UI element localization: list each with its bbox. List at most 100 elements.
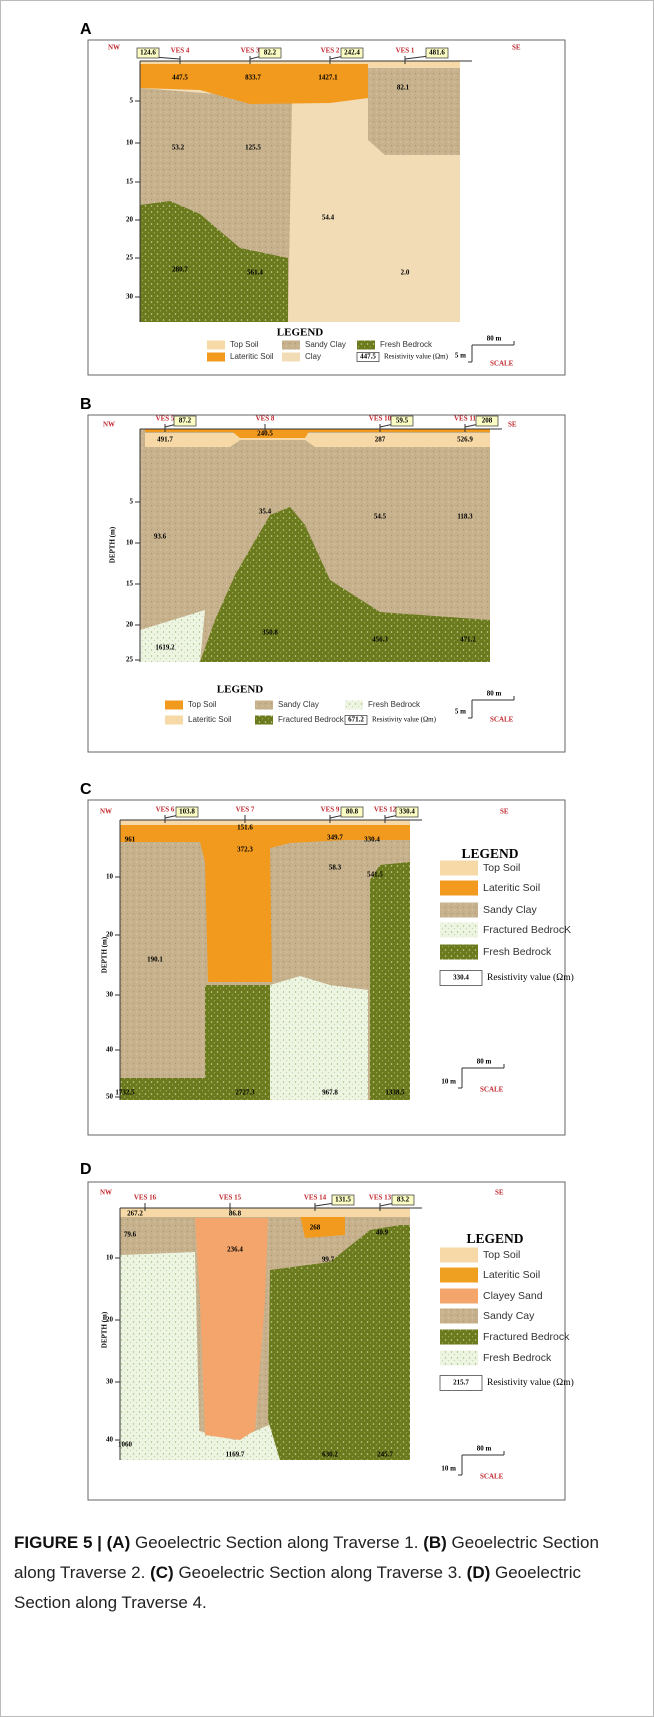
legend-label: Clay [305, 352, 321, 361]
legend-label: Sandy Cay [483, 1310, 535, 1322]
resistivity-value: 82.1 [397, 84, 410, 92]
depth-tick-label: 10 [106, 873, 114, 881]
legend-swatch [207, 341, 225, 350]
layer [120, 820, 410, 825]
resistivity-value: 2.0 [401, 269, 410, 277]
caption-label: FIGURE 5 | [14, 1533, 102, 1552]
legend-swatch [440, 923, 478, 938]
scale-label: SCALE [480, 1086, 504, 1094]
resistivity-value: 236.4 [227, 1246, 243, 1254]
resistivity-value: 1732.5 [115, 1089, 135, 1097]
legend-swatch [440, 1351, 478, 1366]
resistivity-value: 118.3 [457, 513, 473, 521]
ves-name: VES 8 [256, 415, 275, 423]
legend-swatch [255, 701, 273, 710]
legend-swatch [282, 353, 300, 362]
scale-depth: 5 m [455, 352, 466, 360]
reading-value: 242.4 [344, 49, 360, 57]
reading-value: 330.4 [399, 808, 415, 816]
legend-key-sample: 671.2 [348, 716, 364, 724]
reading-pointer [405, 56, 429, 59]
legend-swatch [440, 903, 478, 918]
ves-name: VES 15 [219, 1194, 242, 1202]
layer [120, 1252, 200, 1460]
figure: ANWSE51015202530VES 4124.6VES 382.2VES 2… [0, 0, 654, 1717]
legend-label: Fractured Bedrock [483, 1331, 570, 1343]
direction: NW [100, 1189, 112, 1197]
ves-name: VES 16 [134, 1194, 157, 1202]
scale-depth: 5 m [455, 708, 466, 716]
legend-key-text: Resistivity value (Ωm) [487, 972, 574, 983]
depth-tick-label: 30 [106, 991, 114, 999]
ves-name: VES 4 [171, 47, 190, 55]
legend-label: Fractured BedrocK [483, 924, 571, 936]
ves-name: VES 3 [241, 47, 260, 55]
legend-swatch [440, 861, 478, 876]
legend-label: Sandy Clay [278, 700, 319, 709]
caption-tag: (D) [467, 1563, 491, 1582]
scale-label: SCALE [490, 360, 514, 368]
legend-swatch [440, 1289, 478, 1304]
ves-name: VES 12 [374, 806, 397, 814]
legend-swatch [440, 1330, 478, 1345]
legend-label: Top Soil [483, 1249, 520, 1261]
legend-swatch [345, 701, 363, 710]
depth-tick-label: 25 [126, 656, 134, 664]
ves-name: VES 10 [369, 415, 392, 423]
layer [300, 1215, 345, 1238]
direction: SE [500, 808, 509, 816]
scale-length: 80 m [477, 1445, 492, 1453]
depth-tick-label: 20 [126, 621, 134, 629]
resistivity-value: 1338.5 [385, 1089, 405, 1097]
reading-value: 124.6 [140, 49, 156, 57]
legend-label: Fresh Bedrock [483, 1352, 552, 1364]
reading-value: 131.5 [335, 1196, 351, 1204]
legend-key-text: Resistivity value (Ωm) [384, 353, 449, 361]
resistivity-value: 93.6 [154, 533, 167, 541]
resistivity-value: 456.3 [372, 636, 388, 644]
resistivity-value: 447.5 [172, 74, 188, 82]
legend-label: Fractured Bedrock [278, 715, 345, 724]
caption-tag: (A) [107, 1533, 131, 1552]
resistivity-value: 833.7 [245, 74, 261, 82]
reading-value: 80.8 [346, 808, 359, 816]
legend-swatch [440, 881, 478, 896]
layer [368, 68, 460, 155]
direction: NW [100, 808, 112, 816]
legend-label: Top Soil [483, 862, 520, 874]
depth-tick-label: 15 [126, 178, 134, 186]
scale-length: 80 m [487, 335, 502, 343]
resistivity-value: 967.8 [322, 1089, 338, 1097]
ves-name: VES 1 [396, 47, 415, 55]
resistivity-value: 280.7 [172, 266, 188, 274]
resistivity-value: 58.3 [329, 864, 342, 872]
caption: FIGURE 5 | (A) Geoelectric Section along… [14, 1528, 642, 1618]
ves-name: VES 6 [156, 806, 175, 814]
legend-key-sample: 447.5 [360, 353, 376, 361]
resistivity-value: 99.7 [322, 1256, 335, 1264]
resistivity-value: 86.8 [229, 1210, 242, 1218]
depth-tick-label: 40 [106, 1436, 114, 1444]
legend-title: LEGEND [466, 1231, 523, 1246]
resistivity-value: 125.5 [245, 144, 261, 152]
ves-name: VES 13 [369, 1194, 392, 1202]
legend-swatch [440, 945, 478, 960]
panel-label: B [80, 396, 92, 413]
caption-text: Geoelectric Section along Traverse 1. [135, 1533, 418, 1552]
legend-label: Lateritic Soil [230, 352, 274, 361]
legend-label: Lateritic Soil [483, 882, 540, 894]
legend-label: Lateritic Soil [188, 715, 232, 724]
direction: SE [512, 44, 521, 52]
resistivity-value: 2727.3 [235, 1089, 255, 1097]
legend-title: LEGEND [277, 327, 324, 339]
direction: NW [103, 421, 115, 429]
resistivity-value: 330.4 [364, 836, 380, 844]
legend-label: Top Soil [230, 340, 259, 349]
depth-tick-label: 50 [106, 1093, 114, 1101]
legend-title: LEGEND [461, 846, 518, 861]
layer [205, 985, 270, 1100]
resistivity-value: 268 [310, 1224, 321, 1232]
legend-key-sample: 330.4 [453, 974, 469, 982]
ves-name: VES 14 [304, 1194, 327, 1202]
resistivity-value: 1060 [118, 1441, 133, 1449]
